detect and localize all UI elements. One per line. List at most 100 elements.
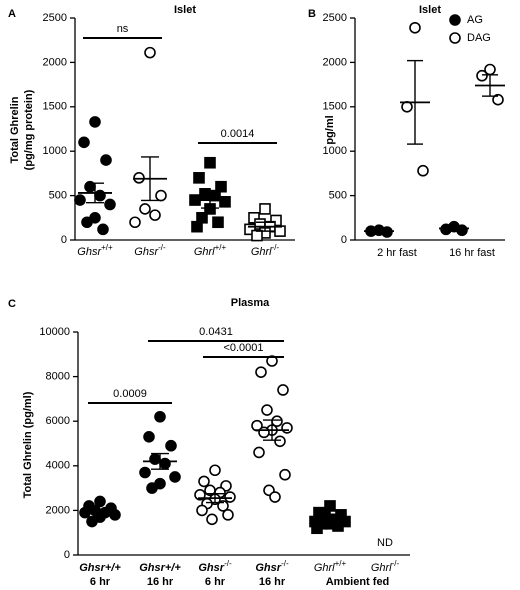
data-point <box>104 198 116 211</box>
data-point <box>224 491 236 503</box>
data-point <box>279 468 291 481</box>
data-point <box>206 513 218 526</box>
category-name: Ghsr+/+ <box>79 562 121 574</box>
data-point <box>199 188 211 200</box>
category-name: Ghrl <box>251 246 272 258</box>
x-group-label: Ambient fed <box>326 576 390 588</box>
legend-label: DAG <box>467 32 491 44</box>
data-point <box>196 504 208 517</box>
category-superscript: +/+ <box>215 243 227 252</box>
data-point <box>100 154 112 166</box>
data-point <box>277 384 289 396</box>
data-point <box>159 457 171 470</box>
comparison-label: 0.0014 <box>221 128 255 140</box>
y-axis-label: Total Ghrelin <box>9 96 21 163</box>
category-superscript: -/- <box>392 559 400 568</box>
y-tick-label: 2500 <box>323 12 347 24</box>
data-point <box>311 522 323 535</box>
y-tick-label: 0 <box>341 234 347 246</box>
data-point <box>401 101 413 113</box>
data-point <box>259 203 271 215</box>
chart-title: Plasma <box>231 297 270 309</box>
x-tick-label: Ghrl+/+ <box>194 243 227 258</box>
data-point <box>129 216 141 229</box>
data-point <box>324 500 336 512</box>
data-point <box>244 223 256 236</box>
x-tick-label: Ghsr-/- <box>134 243 166 258</box>
data-point <box>198 475 210 488</box>
y-tick-label: 1000 <box>43 145 67 157</box>
data-point <box>253 446 265 459</box>
x-tick-sublabel: 16 hr <box>147 576 174 588</box>
legend-marker <box>449 14 461 26</box>
category-name: Ghrl <box>371 562 392 574</box>
category-superscript: +/+ <box>335 559 347 568</box>
data-point <box>191 220 203 233</box>
category-name: Ghsr <box>198 562 224 574</box>
data-point <box>94 495 106 508</box>
data-point <box>169 471 181 483</box>
x-tick-sublabel: 6 hr <box>205 576 226 588</box>
x-tick-label: Ghsr-/- <box>198 559 232 574</box>
y-tick-label: 2500 <box>43 12 67 24</box>
x-tick-sublabel: 16 hr <box>259 576 286 588</box>
data-point <box>79 506 91 519</box>
category-name: 2 hr fast <box>377 247 417 259</box>
chart-title: Islet <box>174 4 196 16</box>
legend-label: AG <box>467 14 483 26</box>
data-point <box>149 453 161 465</box>
category-superscript: -/- <box>272 243 280 252</box>
data-point <box>255 366 267 378</box>
category-name: Ghsr <box>255 562 281 574</box>
category-name: Ghrl <box>194 246 215 258</box>
y-tick-label: 4000 <box>46 460 70 472</box>
comparison-label: ns <box>117 23 129 35</box>
y-tick-label: 0 <box>64 549 70 561</box>
x-tick-label: 16 hr fast <box>449 247 495 259</box>
category-name: Ghrl <box>314 562 335 574</box>
data-point <box>154 410 166 423</box>
category-name: Ghsr <box>77 246 102 258</box>
y-tick-label: 500 <box>49 190 67 202</box>
legend-marker <box>449 32 461 44</box>
data-point <box>204 156 216 169</box>
data-point <box>209 464 221 477</box>
data-point <box>222 509 234 521</box>
y-axis-label: Total Ghrelin (pg/ml) <box>22 391 34 498</box>
category-superscript: -/- <box>158 243 166 252</box>
category-superscript: -/- <box>281 559 289 568</box>
data-point <box>149 209 161 221</box>
data-point <box>144 46 156 59</box>
data-point <box>215 180 227 193</box>
y-tick-label: 0 <box>61 234 67 246</box>
data-point <box>193 172 205 184</box>
x-tick-label: Ghsr-/- <box>255 559 289 574</box>
data-point <box>212 216 224 229</box>
data-point <box>146 482 158 494</box>
y-tick-label: 1500 <box>323 101 347 113</box>
data-point <box>258 426 270 439</box>
data-point <box>248 212 260 224</box>
data-point <box>274 435 286 448</box>
data-point <box>143 431 155 443</box>
data-point <box>155 189 167 202</box>
data-point <box>476 69 488 82</box>
data-point <box>492 93 504 106</box>
data-point <box>165 439 177 452</box>
y-tick-label: 2000 <box>323 56 347 68</box>
y-tick-label: 8000 <box>46 371 70 383</box>
x-tick-label: Ghrl+/+ <box>314 559 347 574</box>
chart-title: Islet <box>419 4 441 16</box>
data-point <box>89 116 101 128</box>
category-name: 16 hr fast <box>449 247 495 259</box>
y-tick-label: 500 <box>329 190 347 202</box>
category-name: Ghsr <box>134 246 159 258</box>
category-superscript: +/+ <box>101 243 113 252</box>
data-point <box>81 216 93 229</box>
data-point <box>266 355 278 367</box>
data-point <box>269 491 281 503</box>
y-tick-label: 1000 <box>323 145 347 157</box>
panel-label: C <box>8 298 16 310</box>
data-point <box>219 196 231 208</box>
